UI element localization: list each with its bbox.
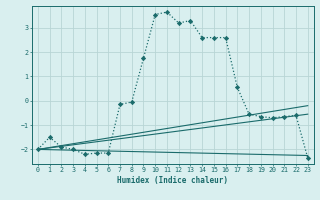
X-axis label: Humidex (Indice chaleur): Humidex (Indice chaleur) — [117, 176, 228, 185]
